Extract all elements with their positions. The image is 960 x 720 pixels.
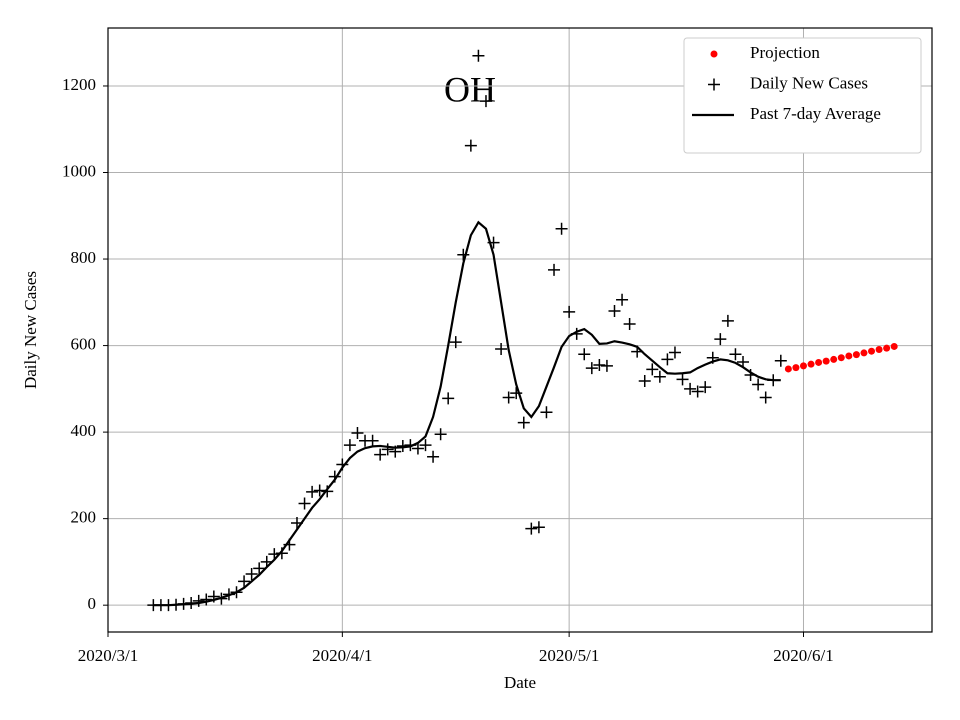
case-point bbox=[351, 426, 364, 439]
case-point bbox=[457, 248, 470, 261]
case-point bbox=[374, 448, 387, 461]
case-point bbox=[495, 343, 508, 356]
projection-point bbox=[845, 352, 853, 360]
case-point bbox=[676, 373, 689, 386]
case-point bbox=[434, 428, 447, 441]
x-axis-label: Date bbox=[504, 673, 536, 692]
case-point bbox=[578, 348, 591, 361]
projection-point bbox=[784, 365, 792, 373]
case-point bbox=[449, 336, 462, 349]
y-tick-label: 200 bbox=[71, 508, 97, 527]
case-point bbox=[714, 333, 727, 346]
case-point bbox=[313, 484, 326, 497]
case-point bbox=[729, 348, 742, 361]
case-point bbox=[653, 370, 666, 383]
case-point bbox=[381, 443, 394, 456]
projection-point bbox=[852, 351, 860, 359]
y-tick-label: 0 bbox=[88, 594, 97, 613]
case-point bbox=[502, 391, 515, 404]
plot-frame bbox=[107, 27, 933, 633]
case-point bbox=[442, 392, 455, 405]
projection-point bbox=[875, 345, 883, 353]
case-point bbox=[668, 346, 681, 359]
case-point bbox=[593, 359, 606, 372]
case-point bbox=[525, 522, 538, 535]
legend-label: Projection bbox=[750, 43, 820, 62]
legend-box bbox=[683, 37, 922, 154]
x-tick-label: 2020/5/1 bbox=[539, 646, 599, 665]
case-point bbox=[608, 304, 621, 317]
x-tick-label: 2020/6/1 bbox=[773, 646, 833, 665]
case-point bbox=[540, 406, 553, 419]
projection-point bbox=[822, 357, 830, 365]
case-point bbox=[600, 359, 613, 372]
case-point bbox=[510, 387, 523, 400]
projection-point bbox=[868, 347, 876, 355]
case-point bbox=[661, 353, 674, 366]
projection-point bbox=[807, 360, 815, 368]
case-point bbox=[638, 375, 651, 388]
case-point bbox=[532, 521, 545, 534]
case-point bbox=[721, 314, 734, 327]
case-point bbox=[472, 49, 485, 62]
case-point bbox=[419, 439, 432, 452]
case-point bbox=[774, 354, 787, 367]
y-tick-label: 400 bbox=[71, 421, 97, 440]
case-point bbox=[699, 381, 712, 394]
legend: Projection Daily New Cases Past 7-day Aver… bbox=[683, 37, 922, 154]
y-tick-label: 600 bbox=[71, 334, 97, 353]
case-point bbox=[245, 568, 258, 581]
case-point bbox=[464, 139, 477, 152]
case-point bbox=[306, 485, 319, 498]
case-point bbox=[752, 378, 765, 391]
y-tick-label: 1000 bbox=[62, 161, 96, 180]
case-point bbox=[623, 317, 636, 330]
projection-point bbox=[883, 344, 891, 352]
case-point bbox=[691, 385, 704, 398]
case-point bbox=[321, 485, 334, 498]
case-point bbox=[411, 442, 424, 455]
projection-point bbox=[830, 355, 838, 363]
y-tick-label: 1200 bbox=[62, 75, 96, 94]
projection-point bbox=[837, 354, 845, 362]
chart-title: OH bbox=[444, 69, 496, 109]
x-tick-label: 2020/3/1 bbox=[78, 646, 138, 665]
case-point bbox=[517, 416, 530, 429]
case-point bbox=[563, 305, 576, 318]
case-point bbox=[192, 594, 205, 607]
case-point bbox=[616, 293, 629, 306]
projection-point bbox=[799, 362, 807, 370]
legend-marker bbox=[708, 78, 720, 91]
case-point bbox=[343, 439, 356, 452]
projection-point bbox=[860, 349, 868, 357]
case-point bbox=[366, 434, 379, 447]
y-tick-label: 800 bbox=[71, 248, 97, 267]
projection-point bbox=[815, 358, 823, 366]
case-point bbox=[759, 391, 772, 404]
case-point bbox=[479, 95, 492, 108]
case-point bbox=[585, 362, 598, 375]
case-point bbox=[200, 593, 213, 606]
case-point bbox=[646, 363, 659, 376]
legend-label: Past 7-day Average bbox=[750, 104, 881, 123]
legend-marker bbox=[710, 50, 718, 58]
case-point bbox=[555, 222, 568, 235]
x-tick-label: 2020/4/1 bbox=[312, 646, 372, 665]
case-point bbox=[253, 562, 266, 575]
y-axis-label: Daily New Cases bbox=[21, 271, 40, 389]
case-point bbox=[427, 450, 440, 463]
case-point bbox=[684, 382, 697, 395]
case-point bbox=[298, 497, 311, 510]
projection-point bbox=[890, 342, 898, 350]
legend-label: Daily New Cases bbox=[750, 73, 868, 92]
case-point bbox=[548, 263, 561, 276]
projection-point bbox=[792, 364, 800, 372]
case-point bbox=[238, 575, 251, 588]
average-line bbox=[153, 220, 781, 607]
